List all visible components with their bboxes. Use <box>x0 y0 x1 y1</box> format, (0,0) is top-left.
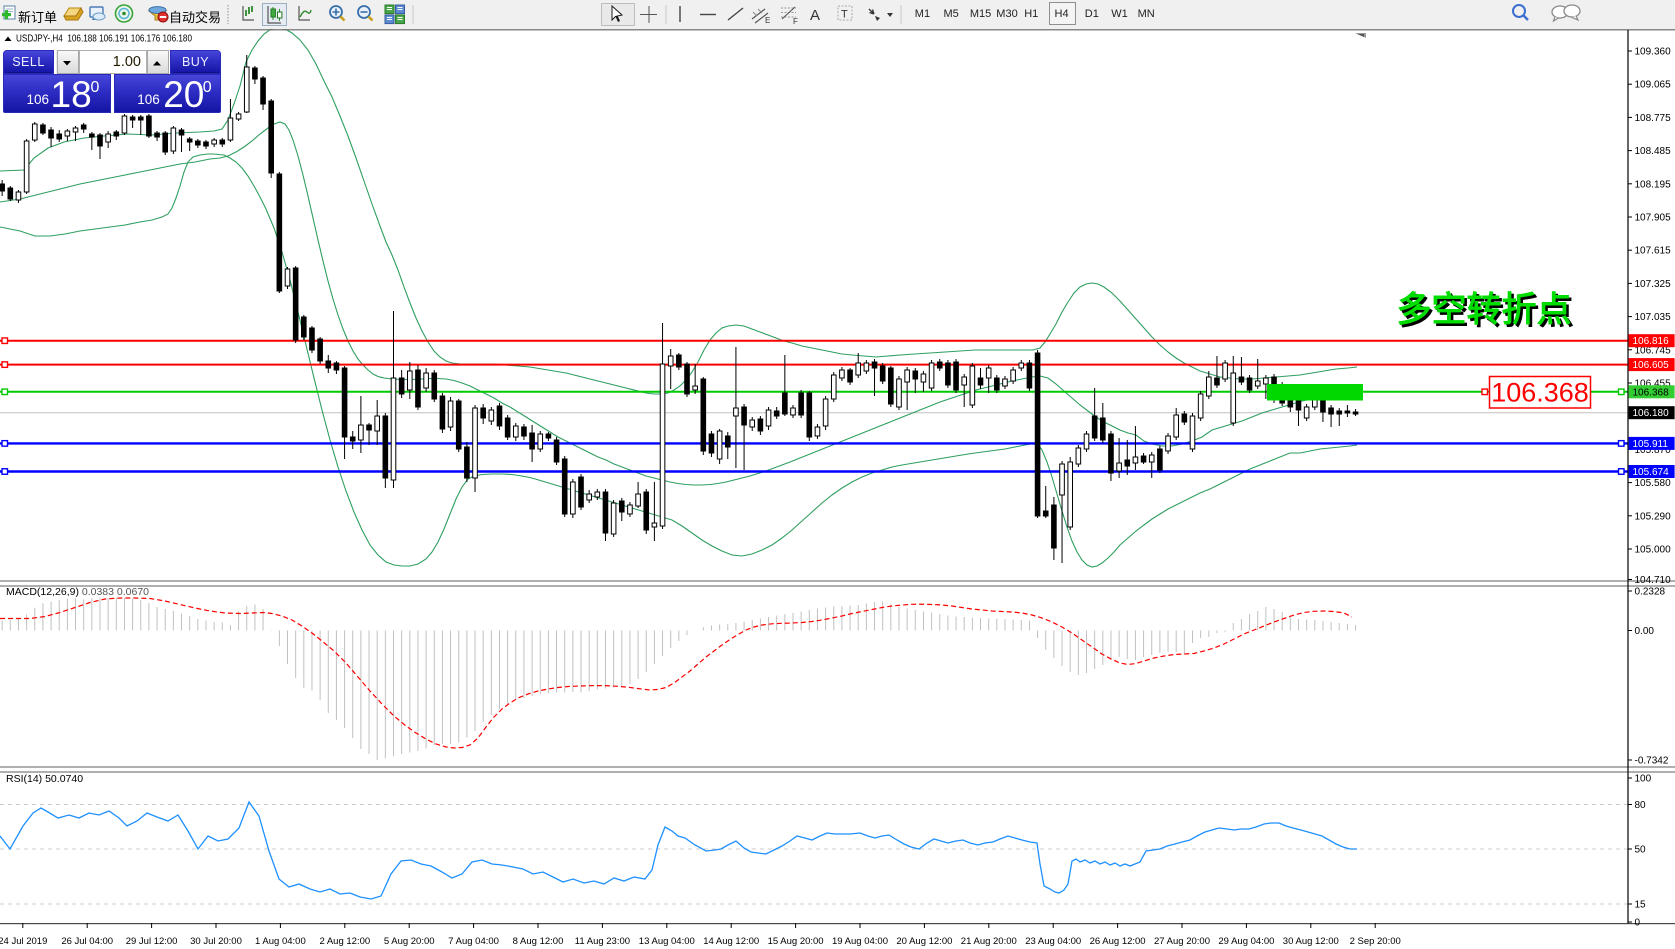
svg-text:105.870: 105.870 <box>1635 445 1672 456</box>
svg-text:106.745: 106.745 <box>1635 345 1672 356</box>
svg-text:30 Aug 12:00: 30 Aug 12:00 <box>1283 936 1339 947</box>
svg-text:0.2328: 0.2328 <box>1635 587 1666 598</box>
svg-text:105.580: 105.580 <box>1635 478 1672 489</box>
svg-text:109.360: 109.360 <box>1635 47 1672 58</box>
svg-text:108.775: 108.775 <box>1635 113 1672 124</box>
svg-text:107.615: 107.615 <box>1635 246 1672 257</box>
svg-text:23 Aug 04:00: 23 Aug 04:00 <box>1025 936 1081 947</box>
svg-text:E: E <box>765 16 770 25</box>
svg-text:106.180: 106.180 <box>1633 408 1670 419</box>
svg-text:105.911: 105.911 <box>1633 439 1669 450</box>
svg-text:11 Aug 23:00: 11 Aug 23:00 <box>575 936 630 947</box>
svg-text:26 Jul 04:00: 26 Jul 04:00 <box>61 936 113 947</box>
svg-text:8 Aug 12:00: 8 Aug 12:00 <box>513 936 564 947</box>
svg-text:-0.7342: -0.7342 <box>1635 756 1669 767</box>
svg-text:0: 0 <box>1635 918 1641 929</box>
svg-text:26 Aug 12:00: 26 Aug 12:00 <box>1090 936 1146 947</box>
svg-text:27 Aug 20:00: 27 Aug 20:00 <box>1154 936 1210 947</box>
svg-text:F: F <box>793 17 798 26</box>
svg-text:106.816: 106.816 <box>1633 336 1670 347</box>
svg-text:T: T <box>841 9 848 21</box>
svg-text:多空转折点: 多空转折点 <box>1399 293 1574 332</box>
svg-text:20 Aug 12:00: 20 Aug 12:00 <box>896 936 952 947</box>
svg-text:2 Aug 12:00: 2 Aug 12:00 <box>319 936 370 947</box>
svg-text:106.368: 106.368 <box>1633 387 1670 398</box>
svg-text:108.485: 108.485 <box>1635 146 1672 157</box>
svg-text:2 Sep 20:00: 2 Sep 20:00 <box>1350 936 1401 947</box>
svg-text:15: 15 <box>1635 900 1647 911</box>
svg-text:29 Aug 04:00: 29 Aug 04:00 <box>1218 936 1274 947</box>
svg-text:29 Jul 12:00: 29 Jul 12:00 <box>126 936 178 947</box>
svg-text:107.035: 107.035 <box>1635 312 1672 323</box>
svg-text:多空转折点: 多空转折点 <box>1397 291 1572 330</box>
svg-text:24 Jul 2019: 24 Jul 2019 <box>0 936 47 947</box>
svg-text:19 Aug 04:00: 19 Aug 04:00 <box>832 936 888 947</box>
svg-text:13 Aug 04:00: 13 Aug 04:00 <box>639 936 695 947</box>
svg-text:30 Jul 20:00: 30 Jul 20:00 <box>190 936 242 947</box>
svg-text:21 Aug 20:00: 21 Aug 20:00 <box>961 936 1017 947</box>
svg-text:USDJPY-,H4 106.188 106.191 10: USDJPY-,H4 106.188 106.191 106.176 106.1… <box>16 33 192 45</box>
svg-text:100: 100 <box>1635 774 1652 785</box>
svg-text:1 Aug 04:00: 1 Aug 04:00 <box>255 936 306 947</box>
svg-text:109.065: 109.065 <box>1635 80 1672 91</box>
svg-text:107.905: 107.905 <box>1635 213 1672 224</box>
svg-text:80: 80 <box>1635 800 1647 811</box>
svg-text:106.368: 106.368 <box>1491 378 1589 408</box>
svg-text:107.325: 107.325 <box>1635 279 1672 290</box>
svg-text:RSI(14) 50.0740: RSI(14) 50.0740 <box>6 773 83 785</box>
svg-text:104.710: 104.710 <box>1635 575 1672 586</box>
svg-text:A: A <box>810 7 820 24</box>
svg-text:5 Aug 20:00: 5 Aug 20:00 <box>384 936 435 947</box>
svg-text:0.00: 0.00 <box>1635 626 1655 637</box>
svg-text:105.674: 105.674 <box>1633 467 1670 478</box>
svg-text:105.290: 105.290 <box>1635 511 1672 522</box>
svg-text:108.195: 108.195 <box>1635 179 1672 190</box>
svg-text:106.455: 106.455 <box>1635 379 1672 390</box>
svg-text:105.000: 105.000 <box>1635 545 1672 556</box>
svg-text:7 Aug 04:00: 7 Aug 04:00 <box>448 936 499 947</box>
svg-text:14 Aug 12:00: 14 Aug 12:00 <box>703 936 759 947</box>
svg-text:15 Aug 20:00: 15 Aug 20:00 <box>768 936 824 947</box>
svg-text:50: 50 <box>1635 845 1647 856</box>
svg-text:MACD(12,26,9) 0.0383 0.0670: MACD(12,26,9) 0.0383 0.0670 <box>6 586 149 598</box>
svg-text:106.605: 106.605 <box>1633 360 1670 371</box>
